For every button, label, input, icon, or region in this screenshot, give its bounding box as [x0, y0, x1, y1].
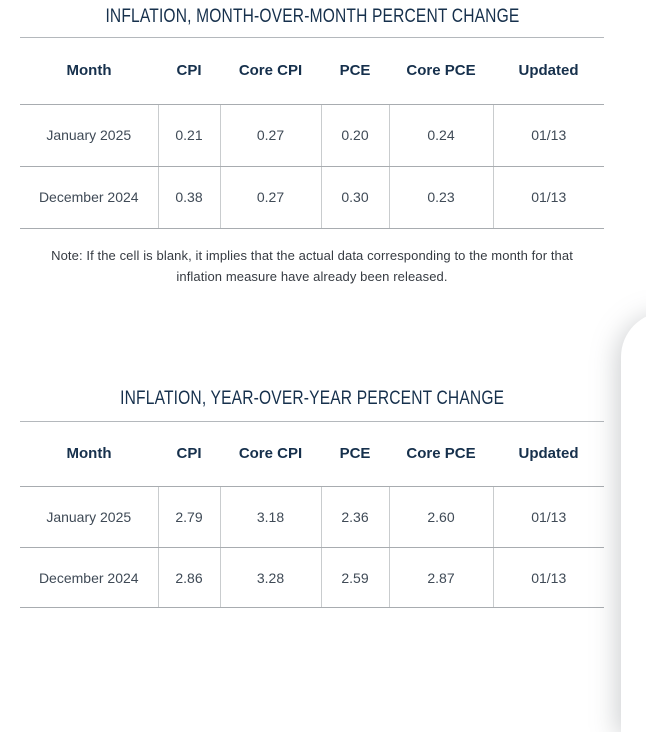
core-cpi-cell: 3.18 [219, 486, 321, 548]
pce-cell: 2.59 [320, 547, 389, 608]
core-cpi-cell: 0.27 [219, 166, 321, 229]
column-header-month: Month [20, 38, 158, 105]
month-cell: December 2024 [20, 547, 158, 608]
core-pce-cell: 2.87 [388, 547, 493, 608]
mom-inflation-table: Month CPI Core CPI PCE Core PCE Updated … [20, 38, 604, 229]
pce-cell: 2.36 [320, 486, 389, 548]
updated-cell: 01/13 [492, 104, 604, 167]
yoy-table-title-rule: INFLATION, YEAR-OVER-YEAR PERCENT CHANGE [20, 387, 604, 422]
table-row: January 2025 0.21 0.27 0.20 0.24 01/13 [20, 104, 604, 167]
pce-cell: 0.30 [320, 166, 389, 229]
updated-cell: 01/13 [492, 486, 604, 548]
column-header-cpi: CPI [158, 38, 220, 105]
month-cell: January 2025 [20, 104, 158, 167]
blank-cell-note: Note: If the cell is blank, it implies t… [51, 247, 573, 284]
column-header-pce: PCE [321, 38, 389, 105]
updated-cell: 01/13 [492, 166, 604, 229]
yoy-inflation-section: INFLATION, YEAR-OVER-YEAR PERCENT CHANGE… [20, 387, 604, 608]
column-header-core-pce: Core PCE [389, 421, 493, 487]
column-header-month: Month [20, 421, 158, 487]
column-header-updated: Updated [493, 38, 604, 105]
mom-table-title-rule: INFLATION, MONTH-OVER-MONTH PERCENT CHAN… [20, 0, 604, 38]
cpi-cell: 0.38 [157, 166, 220, 229]
section-spacer [20, 287, 604, 387]
column-header-updated: Updated [493, 421, 604, 487]
mom-table-title: INFLATION, MONTH-OVER-MONTH PERCENT CHAN… [104, 6, 519, 27]
table-header-row: Month CPI Core CPI PCE Core PCE Updated [20, 38, 604, 105]
table-header-row: Month CPI Core CPI PCE Core PCE Updated [20, 421, 604, 487]
table-row: December 2024 0.38 0.27 0.30 0.23 01/13 [20, 166, 604, 229]
core-pce-cell: 2.60 [388, 486, 493, 548]
overlay-card [621, 312, 646, 732]
pce-cell: 0.20 [320, 104, 389, 167]
table-row: December 2024 2.86 3.28 2.59 2.87 01/13 [20, 547, 604, 608]
column-header-core-cpi: Core CPI [220, 38, 321, 105]
core-cpi-cell: 3.28 [219, 547, 321, 608]
cpi-cell: 2.79 [157, 486, 220, 548]
month-cell: December 2024 [20, 166, 158, 229]
core-pce-cell: 0.24 [388, 104, 493, 167]
cpi-cell: 0.21 [157, 104, 220, 167]
yoy-inflation-table: Month CPI Core CPI PCE Core PCE Updated … [20, 421, 604, 608]
month-cell: January 2025 [20, 486, 158, 548]
mom-inflation-section: INFLATION, MONTH-OVER-MONTH PERCENT CHAN… [20, 0, 604, 229]
core-pce-cell: 0.23 [388, 166, 493, 229]
yoy-table-title: INFLATION, YEAR-OVER-YEAR PERCENT CHANGE [119, 387, 505, 409]
column-header-pce: PCE [321, 421, 389, 487]
core-cpi-cell: 0.27 [219, 104, 321, 167]
updated-cell: 01/13 [492, 547, 604, 608]
column-header-core-cpi: Core CPI [220, 421, 321, 487]
cpi-cell: 2.86 [157, 547, 220, 608]
page-content: INFLATION, MONTH-OVER-MONTH PERCENT CHAN… [20, 0, 604, 608]
table-row: January 2025 2.79 3.18 2.36 2.60 01/13 [20, 486, 604, 548]
column-header-core-pce: Core PCE [389, 38, 493, 105]
column-header-cpi: CPI [158, 421, 220, 487]
